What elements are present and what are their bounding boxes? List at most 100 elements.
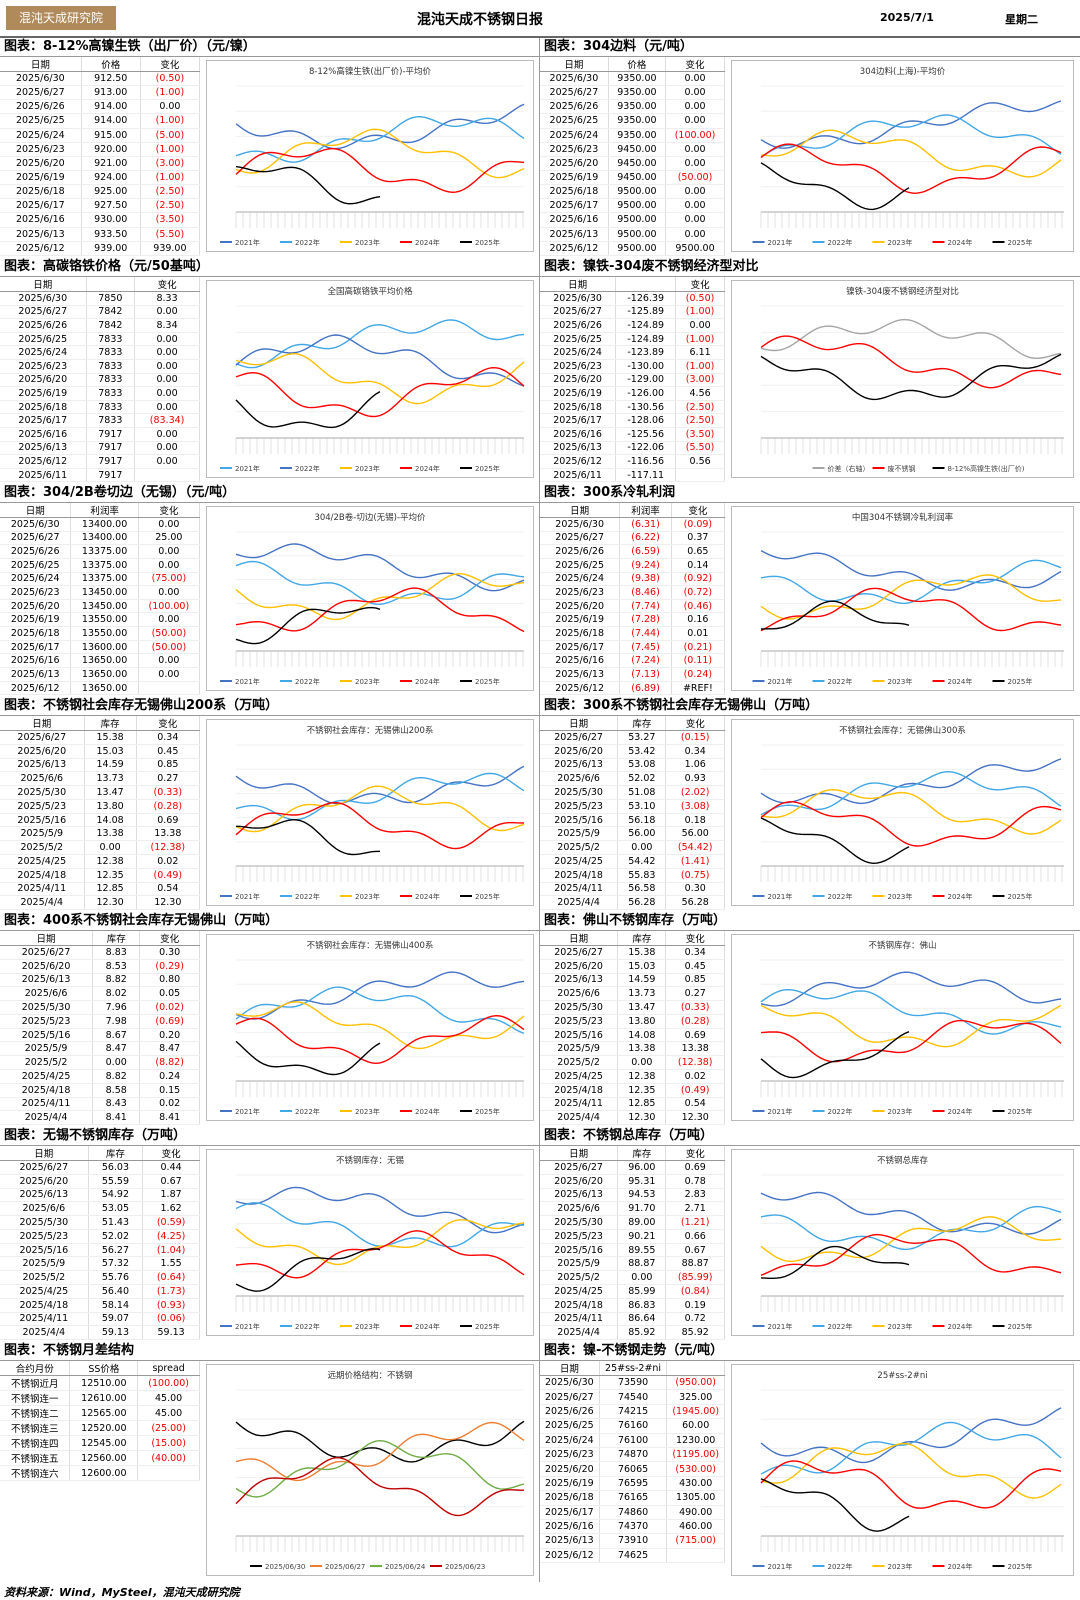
source-note: 资料来源：Wind，MySteel，混沌天成研究院: [4, 1586, 240, 1599]
table-cell: 2025/5/23: [0, 799, 85, 814]
table-cell: -126.00: [615, 386, 677, 401]
table-cell: 2025/5/2: [0, 840, 85, 856]
table-cell: 1.06: [665, 758, 725, 773]
table-row: 2025/6/30 13400.00 0.00: [0, 517, 201, 532]
table-cell: 9350.00: [608, 113, 667, 129]
table-cell: 0.27: [665, 986, 725, 1002]
table-row: 2025/6/20 76065 (530.00): [540, 1461, 725, 1477]
legend-label: 2025年: [1008, 892, 1033, 901]
table-row: 2025/6/16 74370 460.00: [540, 1519, 725, 1535]
table-row: 2025/5/2 0.00 (54.42): [540, 840, 725, 856]
chart-title: 不锈钢社会库存：无锡佛山400系: [307, 940, 434, 951]
table-header: 日期 25#ss-2#ni: [540, 1361, 725, 1376]
header-cell: 库存: [617, 931, 667, 946]
table-cell: 2025/6/12: [0, 241, 82, 256]
chart-trace: [760, 318, 1062, 360]
table-cell: 0.00: [138, 544, 201, 559]
table-cell: 0.45: [136, 744, 201, 759]
table-cell: 2025/6/20: [540, 599, 621, 614]
weekday: 星期二: [1005, 13, 1038, 26]
table-cell: 52.02: [88, 1229, 144, 1244]
table-cell: 0.15: [139, 1083, 200, 1098]
table-cell: (3.50): [675, 427, 725, 442]
table-cell: 56.28: [665, 895, 725, 911]
table-row: 2025/6/13 94.53 2.83: [540, 1188, 725, 1203]
table-row: 2025/6/20 53.42 0.34: [540, 744, 725, 759]
table-row: 不锈钢连二 12565.00 45.00: [0, 1405, 200, 1421]
table-cell: 8.58: [92, 1083, 141, 1098]
table-row: 2025/6/20 15.03 0.45: [0, 744, 201, 759]
table-cell: 14.59: [617, 973, 667, 988]
table-cell: 0.56: [675, 454, 725, 469]
legend-label: 2025年: [475, 1107, 500, 1116]
table-cell: 0.44: [142, 1160, 200, 1175]
table-header: 合约月份 SS价格 spread: [0, 1361, 200, 1376]
table-cell: (5.00): [140, 128, 201, 143]
legend-label: 2022年: [828, 892, 853, 901]
table-cell: 59.13: [142, 1325, 200, 1341]
legend-label: 2025/06/24: [385, 1563, 426, 1571]
table-row: 2025/6/27 15.38 0.34: [540, 945, 725, 960]
table-cell: 0.34: [665, 744, 725, 759]
table-row: 2025/5/23 13.80 (0.28): [0, 799, 201, 814]
table-cell: (0.49): [665, 1083, 725, 1098]
table-cell: 2025/4/18: [540, 868, 619, 883]
chart-image: 304/2B卷-切边(无锡)-平均价 2021年 2022年 2023年 2024年 20…: [206, 506, 534, 691]
table-cell: 2025/5/30: [540, 1215, 619, 1230]
table-cell: 2025/4/11: [540, 1312, 619, 1327]
table-cell: 2025/4/4: [540, 1325, 619, 1341]
panel-title: 图表：8-12%高镍生铁（出厂价）（元/镍）: [0, 38, 539, 57]
table-cell: -122.06: [615, 441, 677, 456]
table-cell: 2025/6/27: [540, 1160, 619, 1175]
table-cell: 2025/5/9: [540, 1041, 619, 1057]
chart-trace: [235, 1219, 525, 1266]
table-row: 2025/6/24 915.00 (5.00): [0, 128, 201, 143]
table-row: 2025/4/18 8.58 0.15: [0, 1083, 200, 1098]
chart-title: 不锈钢社会库存：无锡佛山300系: [839, 725, 966, 736]
legend-label: 2021年: [235, 892, 260, 901]
chart-trace: [235, 986, 525, 1035]
table-cell: 53.05: [88, 1201, 144, 1217]
chart-image: 8-12%高镍生铁(出厂价)-平均价 2021年 2022年 2023年 2024年 20…: [206, 60, 534, 252]
chart-trace: [235, 103, 525, 150]
table-cell: 2025/6/25: [0, 113, 82, 129]
chart-title: 不锈钢总库存: [877, 1155, 929, 1166]
table-cell: 939.00: [81, 241, 141, 256]
table-cell: 2025/6/23: [540, 142, 609, 157]
table-header: 日期 库存 变化: [0, 1146, 200, 1161]
table-cell: 13450.00: [70, 585, 139, 600]
table-cell: 56.00: [617, 826, 667, 842]
table-row: 2025/6/13 7917 0.00: [0, 441, 200, 456]
table-row: 2025/6/12 7917 0.00: [0, 454, 200, 469]
table-cell: (40.00): [137, 1450, 200, 1466]
legend-label: 2023年: [355, 892, 380, 901]
table-cell: 2025/6/27: [540, 531, 621, 546]
legend-label: 2024年: [948, 892, 973, 901]
table-cell: 2025/6/12: [540, 241, 609, 256]
table-cell: 2025/6/18: [0, 400, 87, 415]
legend-label: 2022年: [295, 464, 320, 473]
table-cell: 14.08: [617, 1028, 667, 1043]
table-cell: 56.28: [617, 895, 667, 911]
table-row: 2025/6/13 54.92 1.87: [0, 1188, 200, 1203]
table-cell: 9500.00: [608, 198, 667, 214]
table-cell: 1.87: [142, 1188, 200, 1203]
table-row: 2025/6/13 73910 (715.00): [540, 1533, 725, 1549]
table-cell: 2025/6/27: [0, 531, 72, 546]
table-cell: 2025/6/27: [0, 945, 94, 960]
legend-label: 2025年: [1008, 1562, 1033, 1571]
table-cell: 7833: [86, 413, 136, 428]
table-cell: 930.00: [81, 212, 141, 228]
table-cell: 0.85: [665, 973, 725, 988]
table-cell: (0.33): [136, 785, 201, 800]
table-cell: 0.34: [665, 945, 725, 960]
table-cell: 2025/6/20: [0, 156, 82, 171]
table-row: 2025/5/23 53.10 (3.08): [540, 799, 725, 814]
table-cell: 2025/6/26: [540, 99, 609, 115]
table-cell: 56.18: [617, 813, 667, 828]
header-cell: 变化: [139, 931, 200, 946]
table-cell: 2025/6/19: [540, 170, 609, 186]
chart-trace: [235, 319, 525, 369]
table-row: 2025/6/20 55.59 0.67: [0, 1174, 200, 1189]
